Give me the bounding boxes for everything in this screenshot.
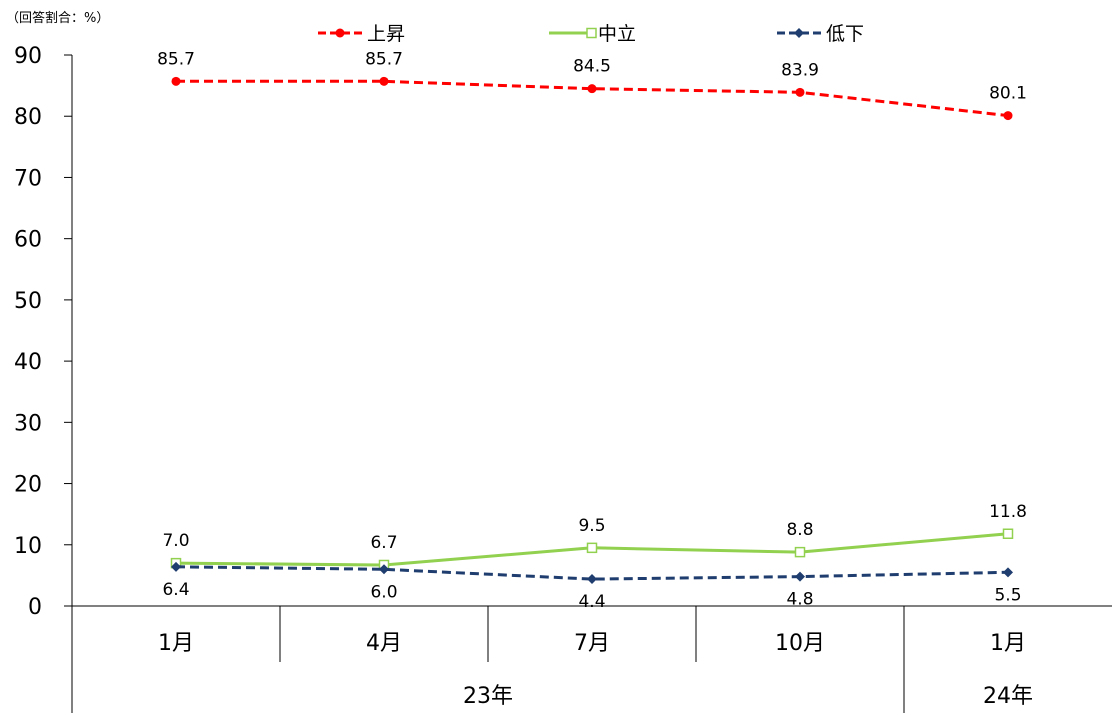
data-label: 6.4	[162, 580, 189, 600]
x-tick-label: 1月	[990, 631, 1026, 656]
data-point	[587, 84, 597, 94]
legend-item-3: 低下	[777, 23, 864, 45]
series-3: 6.4 6.0 4.4 4.8 5.5	[162, 561, 1022, 612]
data-label: 80.1	[989, 84, 1027, 104]
y-tick-label: 60	[14, 228, 42, 253]
series-2: 7.0 6.7 9.5 8.8 11.8	[162, 502, 1027, 571]
x-tick-label: 1月	[158, 631, 194, 656]
series-line	[175, 565, 1009, 581]
y-tick-label: 70	[14, 166, 42, 191]
data-point	[379, 76, 389, 86]
y-tick-label: 90	[14, 44, 42, 69]
data-label: 4.4	[578, 592, 605, 612]
legend-label: 中立	[598, 23, 636, 45]
data-label: 8.8	[786, 520, 813, 540]
y-tick-label: 10	[14, 534, 42, 559]
x-tick-label: 7月	[574, 631, 610, 656]
unit-label: （回答割合：%）	[6, 10, 109, 26]
data-point	[795, 87, 805, 97]
data-point	[587, 574, 597, 585]
legend-item-1: 上昇	[318, 23, 405, 45]
plot-area: 85.7 85.7 84.5 83.980.17.0 6.79.5 8.811.86.4 6…	[157, 49, 1027, 612]
data-point	[1003, 111, 1013, 121]
data-label: 6.7	[370, 533, 397, 553]
data-point	[1002, 528, 1014, 540]
data-label: 11.8	[989, 502, 1027, 522]
legend-label: 上昇	[367, 23, 405, 45]
data-label: 85.7	[365, 49, 403, 69]
y-tick-label: 80	[14, 105, 42, 130]
data-label: 84.5	[573, 57, 611, 77]
series-line	[176, 79, 1009, 118]
year-label: 24年	[983, 684, 1033, 709]
legend-item-2: 中立	[549, 23, 636, 45]
legend-label: 低下	[826, 23, 864, 45]
y-tick-label: 20	[14, 473, 42, 498]
y-tick-label: 50	[14, 289, 42, 314]
data-point	[795, 571, 805, 582]
series-1: 85.7 85.7 84.5 83.9 80.1	[157, 49, 1027, 121]
axes: 0 10 20 30 40 50 60 70 80 90 1月 4月 7月 10月 1月 23年 24年	[14, 44, 1112, 713]
data-point	[1003, 567, 1013, 578]
data-point	[794, 546, 806, 558]
legend-marker	[794, 28, 804, 38]
data-label: 4.8	[786, 590, 813, 610]
legend-marker	[335, 28, 345, 38]
data-point	[171, 561, 181, 572]
data-label: 7.0	[162, 531, 189, 551]
legend: 上昇 中立 低下	[318, 23, 864, 45]
year-label: 23年	[463, 684, 513, 709]
y-tick-label: 40	[14, 350, 42, 375]
legend-marker	[586, 27, 597, 39]
y-tick-label: 30	[14, 411, 42, 436]
data-point	[379, 564, 389, 575]
data-point	[586, 542, 598, 554]
y-tick-label: 0	[28, 595, 42, 620]
data-label: 9.5	[578, 516, 605, 536]
x-tick-label: 4月	[366, 631, 402, 656]
x-tick-label: 10月	[775, 631, 825, 656]
data-label: 5.5	[994, 585, 1021, 605]
data-label: 85.7	[157, 49, 195, 69]
data-label: 83.9	[781, 60, 819, 80]
data-point	[171, 76, 181, 86]
data-label: 6.0	[370, 582, 397, 602]
